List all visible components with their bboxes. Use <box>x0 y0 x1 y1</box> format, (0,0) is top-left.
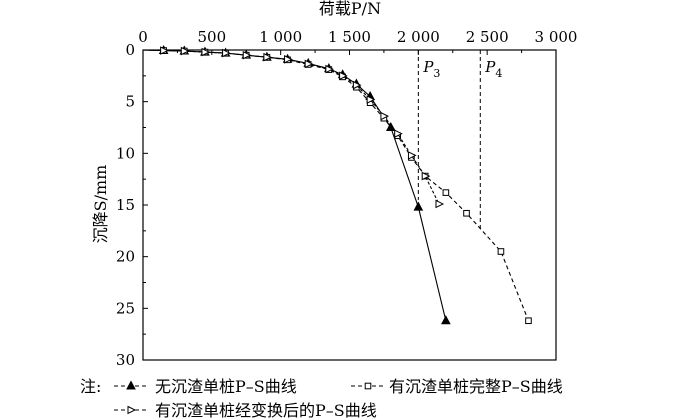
reference-lines: P3 P4 <box>417 50 502 231</box>
series-2 <box>142 47 532 325</box>
data-point <box>380 111 390 121</box>
x-tick-label: 2 000 <box>397 28 440 46</box>
legend-label: 有沉渣单桩经变换后的P–S曲线 <box>155 401 377 420</box>
x-tick-label: 0 <box>138 28 148 46</box>
data-point <box>160 46 169 55</box>
data-point <box>394 129 403 139</box>
series-line <box>142 49 447 321</box>
y-axis-ticks: 0 5 10 15 20 25 30 <box>116 41 148 369</box>
legend-item: 有沉渣单桩经变换后的P–S曲线 <box>114 401 377 420</box>
x-tick-label: 1 000 <box>259 28 302 46</box>
data-point <box>325 64 334 74</box>
plot-frame <box>142 49 557 361</box>
series-line <box>142 49 440 205</box>
x-tick-label: 1 500 <box>328 28 371 46</box>
legend-item: 有沉渣单桩完整P–S曲线 <box>351 377 563 396</box>
legend-marker <box>364 382 372 390</box>
legend-marker <box>127 405 137 415</box>
data-point <box>339 71 348 81</box>
series-layer <box>142 44 532 325</box>
y-axis-title: 沉降S/mm <box>91 165 110 244</box>
data-point <box>497 248 505 255</box>
x-axis-ticks: 0 500 1 000 1 500 2 000 2 500 3 000 <box>138 28 577 55</box>
data-point <box>441 315 451 325</box>
x-tick-label: 2 500 <box>466 28 509 46</box>
y-tick-label: 5 <box>125 93 135 111</box>
data-point <box>180 46 190 56</box>
legend-label: 有沉渣单桩完整P–S曲线 <box>389 377 563 396</box>
y-tick-label: 0 <box>125 41 135 59</box>
legend-prefix: 注: <box>80 377 101 396</box>
legend-marker <box>126 380 136 390</box>
y-tick-label: 30 <box>116 351 135 369</box>
data-point <box>413 201 424 211</box>
data-point <box>407 151 417 160</box>
data-point <box>201 47 211 57</box>
x-tick-label: 3 000 <box>535 28 578 46</box>
data-point <box>352 80 362 90</box>
data-point <box>463 209 470 217</box>
data-point <box>242 50 252 60</box>
series-line <box>142 49 529 321</box>
y-tick-label: 25 <box>116 299 135 317</box>
data-point <box>435 199 445 209</box>
x-tick-label: 500 <box>198 28 227 46</box>
reference-line-label: P4 <box>484 58 502 80</box>
legend-label: 无沉渣单桩P–S曲线 <box>155 377 297 396</box>
x-axis-title: 荷载P/N <box>319 0 381 18</box>
series-1 <box>142 44 451 325</box>
data-point <box>525 317 532 325</box>
y-tick-label: 20 <box>116 248 135 266</box>
data-point <box>263 52 273 62</box>
reference-line-subscript: 3 <box>433 67 440 80</box>
data-point <box>222 48 231 58</box>
legend-item: 无沉渣单桩P–S曲线 <box>114 377 297 396</box>
data-point <box>442 189 450 196</box>
series-3 <box>142 46 445 209</box>
y-tick-label: 10 <box>116 144 135 162</box>
data-point <box>421 171 431 181</box>
data-point <box>284 54 293 64</box>
reference-line-label: P3 <box>422 58 440 80</box>
data-point <box>366 95 376 104</box>
reference-line-subscript: 4 <box>495 67 502 80</box>
data-point <box>385 121 396 131</box>
y-tick-label: 15 <box>116 196 135 214</box>
data-point <box>304 59 314 69</box>
